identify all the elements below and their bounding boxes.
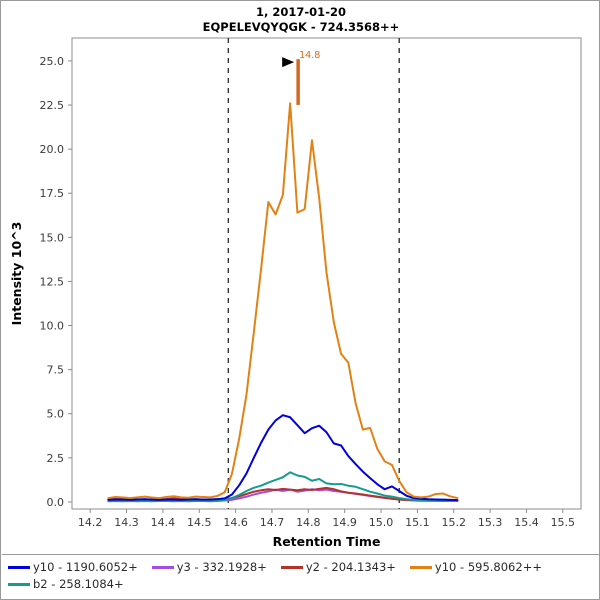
legend-color-swatch [8, 565, 30, 569]
x-axis-label: Retention Time [273, 534, 381, 549]
legend-item-label: b2 - 258.1084+ [33, 577, 124, 591]
x-tick-label: 15.5 [551, 516, 576, 529]
x-tick-label: 15.4 [514, 516, 539, 529]
x-tick-label: 14.9 [332, 516, 357, 529]
y-tick-label: 10.0 [40, 320, 65, 333]
left-triangle-icon [282, 57, 295, 68]
x-tick-label: 15.2 [442, 516, 467, 529]
series-line [107, 102, 459, 500]
legend-item-label: y10 - 1190.6052+ [33, 560, 138, 574]
legend-row-secondary: b2 - 258.1084+ [8, 577, 594, 594]
legend-color-swatch [151, 565, 174, 569]
x-tick-label: 14.6 [223, 516, 248, 529]
data-series-group [107, 102, 459, 503]
legend-item[interactable]: y3 - 332.1928+ [151, 560, 267, 574]
peak-annotation-group: 14.8 [282, 50, 320, 105]
x-tick-label: 14.5 [187, 516, 212, 529]
legend-item-label: y3 - 332.1928+ [176, 560, 267, 574]
x-tick-label: 14.8 [296, 516, 321, 529]
legend: y10 - 1190.6052+ y3 - 332.1928+ y2 - 204.1… [2, 554, 600, 598]
y-axis-label: Intensity 10^3 [9, 222, 24, 326]
x-tick-label: 14.2 [78, 516, 103, 529]
legend-item[interactable]: y2 - 204.1343+ [280, 560, 396, 574]
x-tick-label: 14.4 [151, 516, 176, 529]
legend-item[interactable]: b2 - 258.1084+ [8, 577, 124, 591]
boundary-markers [227, 38, 400, 509]
y-tick-label: 15.0 [40, 231, 65, 244]
y-tick-label: 5.0 [47, 408, 65, 421]
x-tick-label: 14.3 [114, 516, 139, 529]
title-line-peptide: EQPELEVQYQGK - 724.3568++ [202, 20, 400, 34]
plot-frame [71, 37, 582, 510]
x-tick-label: 15.3 [478, 516, 503, 529]
legend-item-label: y2 - 204.1343+ [305, 560, 396, 574]
y-tick-label: 2.5 [47, 452, 65, 465]
y-axis-ticks: 0.0 2.5 5.0 7.5 10.0 12.5 15.0 17.5 20.0 22.5 25.0 [40, 55, 72, 509]
y-tick-label: 22.5 [40, 99, 65, 112]
legend-item-label: y10 - 595.8062++ [434, 560, 542, 574]
chart-title: 1, 2017-01-20 EQPELEVQYQGK - 724.3568++ [1, 5, 600, 35]
y-tick-label: 12.5 [40, 275, 65, 288]
y-tick-label: 7.5 [47, 364, 65, 377]
legend-color-swatch [8, 582, 30, 586]
x-tick-label: 15.1 [405, 516, 430, 529]
series-line [107, 471, 459, 503]
peak-annotation-label: 14.8 [299, 50, 320, 61]
y-tick-label: 0.0 [47, 496, 65, 509]
title-line-date: 1, 2017-01-20 [256, 5, 346, 19]
y-tick-label: 25.0 [40, 55, 65, 68]
x-axis-ticks: 14.2 14.3 14.4 14.5 14.6 14.7 14.8 14.9 15.0 15.1… [78, 509, 575, 529]
series-line [107, 414, 459, 502]
x-tick-label: 15.0 [369, 516, 394, 529]
legend-row-primary: y10 - 1190.6052+ y3 - 332.1928+ y2 - 204.1… [8, 560, 594, 577]
legend-item[interactable]: y10 - 595.8062++ [409, 560, 542, 574]
y-tick-label: 17.5 [40, 187, 65, 200]
y-tick-label: 20.0 [40, 143, 65, 156]
legend-color-swatch [409, 565, 432, 569]
x-tick-label: 14.7 [260, 516, 285, 529]
legend-color-swatch [280, 565, 303, 569]
legend-item[interactable]: y10 - 1190.6052+ [8, 560, 138, 574]
chart-canvas[interactable]: 14.2 14.3 14.4 14.5 14.6 14.7 14.8 14.9 15.0 15.1… [1, 1, 600, 556]
